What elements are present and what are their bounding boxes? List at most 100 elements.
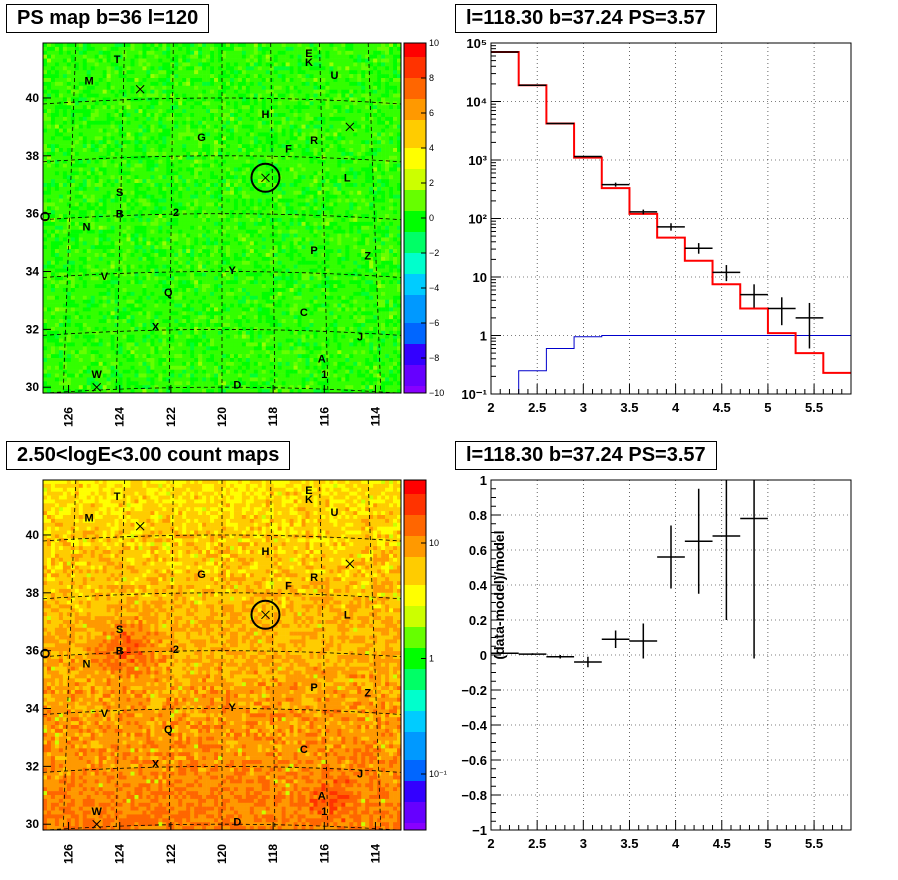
spectrum-y-tick-label: 10	[473, 270, 487, 285]
spectrum-x-tick-label: 4	[672, 400, 680, 415]
source-label: M	[84, 76, 93, 88]
source-label: L	[344, 610, 351, 622]
source-label: F	[285, 144, 292, 156]
source-label: D	[233, 379, 241, 391]
spectrum-x-tick-label: 4.5	[713, 400, 731, 415]
cnt-colorbar-tick-label: 10	[429, 538, 439, 548]
source-label: 1	[321, 369, 327, 381]
ps-y-tick-label: 34	[26, 265, 40, 279]
source-label: S	[116, 187, 123, 199]
spectrum-x-tick-label: 5.5	[805, 400, 823, 415]
cnt-y-tick-label: 38	[26, 586, 40, 600]
cnt-x-tick-label: 124	[113, 844, 127, 864]
source-label: J	[357, 332, 363, 344]
cnt-colorbar-tick-label: 10⁻¹	[429, 769, 447, 779]
residual-y-tick-label: 1	[480, 473, 487, 488]
spectrum-y-tick-label: 10³	[468, 153, 487, 168]
source-label: U	[331, 507, 339, 519]
residual-x-tick-label: 2.5	[528, 836, 546, 851]
residual-y-tick-label: −1	[472, 823, 487, 838]
source-label: H	[261, 546, 269, 558]
cnt-x-tick-label: 116	[317, 844, 331, 864]
ps-y-tick-label: 32	[26, 322, 40, 336]
cnt-x-tick-label: 126	[62, 844, 76, 864]
ps-colorbar-tick-label: −8	[429, 353, 439, 363]
cnt-x-tick-label: 122	[164, 844, 178, 864]
source-label: 2	[173, 207, 179, 219]
source-label: R	[310, 135, 318, 147]
spectrum-x-tick-label: 2.5	[528, 400, 546, 415]
residual-y-tick-label: −0.6	[461, 753, 487, 768]
source-label: M	[84, 513, 93, 525]
ps-y-tick-label: 40	[26, 91, 40, 105]
source-label: B	[116, 646, 124, 658]
ps-x-tick-label: 124	[113, 407, 127, 427]
count-map-title: 2.50<logE<3.00 count maps	[6, 441, 290, 470]
spectrum-x-tick-label: 3.5	[620, 400, 638, 415]
ps-colorbar-tick-label: −2	[429, 248, 439, 258]
ps-colorbar-tick-label: 8	[429, 73, 434, 83]
ps-x-tick-label: 114	[368, 407, 382, 427]
source-label: Y	[229, 702, 237, 714]
residual-y-axis-label: (data-model)/model	[491, 530, 507, 659]
cnt-x-tick-label: 120	[215, 844, 229, 864]
source-label: D	[233, 816, 241, 828]
cnt-y-tick-label: 36	[26, 644, 40, 658]
residual-x-tick-label: 3	[580, 836, 587, 851]
source-label: V	[101, 708, 109, 720]
source-label: T	[114, 491, 121, 503]
spectrum-y-tick-label: 10⁻¹	[461, 387, 487, 402]
ps-y-tick-label: 30	[26, 380, 40, 394]
source-label: Q	[164, 724, 173, 736]
cnt-y-tick-label: 32	[26, 759, 40, 773]
cnt-colorbar	[404, 480, 426, 831]
source-label: X	[152, 758, 160, 770]
cnt-x-tick-label: 118	[266, 844, 280, 864]
residual-y-tick-label: 0.8	[469, 508, 487, 523]
source-label: H	[261, 109, 269, 121]
source-label: P	[310, 682, 317, 694]
residual-y-tick-label: 0.6	[469, 543, 487, 558]
source-label: R	[310, 572, 318, 584]
residual-x-tick-label: 3.5	[620, 836, 638, 851]
residual-x-tick-label: 2	[487, 836, 494, 851]
source-label: V	[101, 271, 109, 283]
cnt-y-tick-label: 34	[26, 702, 40, 716]
spectrum-y-tick-label: 10⁴	[466, 95, 487, 110]
source-label: S	[116, 624, 123, 636]
source-label: K	[305, 57, 313, 69]
source-label: P	[310, 245, 317, 257]
spectrum-x-tick-label: 3	[580, 400, 587, 415]
ps-x-tick-label: 122	[164, 407, 178, 427]
source-label: W	[92, 369, 103, 381]
source-label: Z	[364, 688, 371, 700]
source-label: Z	[364, 251, 371, 263]
ps-y-tick-label: 38	[26, 149, 40, 163]
spectrum-x-tick-label: 2	[487, 400, 494, 415]
residual-y-tick-label: 0	[480, 648, 487, 663]
source-label: X	[152, 321, 160, 333]
source-label: N	[82, 222, 90, 234]
source-label: 2	[173, 644, 179, 656]
ps-colorbar-tick-label: 6	[429, 108, 434, 118]
ps-x-tick-label: 118	[266, 407, 280, 427]
ps-colorbar-tick-label: −6	[429, 318, 439, 328]
source-label: G	[197, 132, 206, 144]
source-label: Y	[229, 265, 237, 277]
source-label: F	[285, 581, 292, 593]
spectrum-title: l=118.30 b=37.24 PS=3.57	[455, 4, 717, 33]
ps-x-tick-label: 116	[317, 407, 331, 427]
source-label: 1	[321, 806, 327, 818]
ps-colorbar-tick-label: 0	[429, 213, 434, 223]
residual-x-tick-label: 4.5	[713, 836, 731, 851]
ps-y-tick-label: 36	[26, 207, 40, 221]
source-label: T	[114, 54, 121, 66]
ps-colorbar-tick-label: −4	[429, 283, 439, 293]
source-label: G	[197, 569, 206, 581]
residual-y-tick-label: 0.2	[469, 613, 487, 628]
spectrum-y-tick-label: 10⁵	[466, 36, 487, 51]
